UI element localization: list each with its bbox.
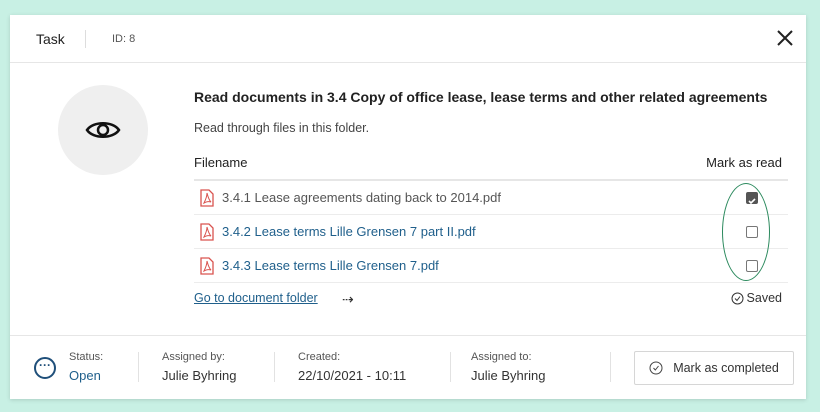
pdf-icon (200, 188, 214, 207)
task-footer: ··· Status: Open Assigned by: Julie Byhr… (10, 335, 806, 399)
saved-label: Saved (746, 291, 782, 305)
task-type-badge (58, 85, 148, 175)
file-table: 3.4.1 Lease agreements dating back to 20… (194, 179, 788, 283)
assigned-to-field: Assigned to: Julie Byhring (471, 351, 545, 383)
file-name: 3.4.1 Lease agreements dating back to 20… (222, 190, 501, 205)
dialog-header: Task ID: 8 (10, 15, 806, 63)
file-row: 3.4.1 Lease agreements dating back to 20… (194, 181, 788, 215)
assigned-by-value: Julie Byhring (162, 368, 237, 383)
go-to-folder-link[interactable]: Go to document folder (194, 291, 318, 305)
assigned-by-field: Assigned by: Julie Byhring (162, 351, 236, 383)
check-circle-icon (649, 361, 663, 375)
created-value: 22/10/2021 - 10:11 (298, 368, 407, 383)
created-label: Created: (298, 351, 341, 363)
divider (138, 352, 139, 382)
task-id: ID: 8 (112, 33, 136, 45)
status-value: Open (69, 368, 101, 383)
file-link[interactable]: 3.4.3 Lease terms Lille Grensen 7.pdf (222, 258, 439, 273)
divider (85, 30, 86, 48)
assigned-to-label: Assigned to: (471, 351, 532, 363)
divider (450, 352, 451, 382)
highlight-oval (722, 183, 770, 281)
arrow-right-icon[interactable]: ⇢ (342, 291, 354, 307)
assigned-to-value: Julie Byhring (471, 368, 546, 383)
task-title: Read documents in 3.4 Copy of office lea… (194, 89, 768, 105)
dialog-title: Task (36, 31, 65, 47)
task-description: Read through files in this folder. (194, 121, 370, 135)
status-field: Status: Open (69, 351, 103, 383)
assigned-by-label: Assigned by: (162, 351, 225, 363)
button-label: Mark as completed (673, 361, 779, 375)
more-status-icon: ··· (34, 357, 56, 379)
pdf-icon (200, 256, 214, 275)
divider (274, 352, 275, 382)
close-icon[interactable] (774, 27, 796, 49)
mark-as-completed-button[interactable]: Mark as completed (634, 351, 794, 385)
file-row: 3.4.3 Lease terms Lille Grensen 7.pdf (194, 249, 788, 283)
saved-status: Saved (731, 291, 782, 305)
eye-icon (85, 122, 121, 138)
pdf-icon (200, 222, 214, 241)
mark-as-read-header: Mark as read (706, 155, 782, 170)
file-link[interactable]: 3.4.2 Lease terms Lille Grensen 7 part I… (222, 224, 476, 239)
file-row: 3.4.2 Lease terms Lille Grensen 7 part I… (194, 215, 788, 249)
filename-header: Filename (194, 155, 248, 170)
task-dialog: Task ID: 8 Read documents in 3.4 Copy of… (10, 15, 806, 399)
created-field: Created: 22/10/2021 - 10:11 (298, 351, 406, 383)
status-label: Status: (69, 351, 104, 363)
divider (610, 352, 611, 382)
check-circle-icon (731, 292, 744, 304)
